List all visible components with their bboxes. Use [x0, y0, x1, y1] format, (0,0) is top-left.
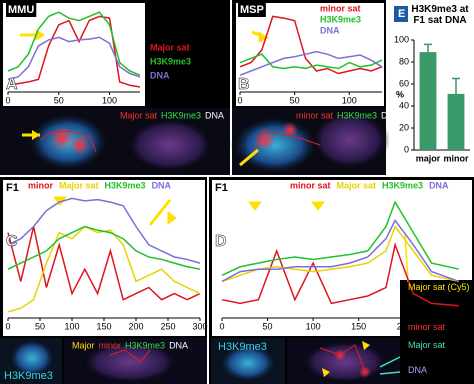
series-line	[7, 15, 141, 88]
panel-tag: F1	[6, 182, 19, 194]
image-label: minor	[99, 340, 122, 350]
image-b	[230, 108, 390, 175]
panel-tag: F1	[215, 182, 228, 194]
x-tick-label: 200	[397, 321, 412, 331]
image-label: DNA	[169, 340, 188, 350]
y-tick-label: 40	[399, 100, 409, 110]
x-tick-label: 100	[342, 95, 357, 105]
image-tag: H3K9me3	[4, 370, 53, 382]
y-tick-label: 60	[399, 78, 409, 88]
panel-label: D	[215, 233, 227, 250]
x-tick-label: 250	[160, 321, 175, 331]
x-tick-label: 100	[306, 321, 321, 331]
series-line	[239, 53, 383, 70]
image-label: H3K9me3	[125, 340, 165, 350]
x-tick-label: 50	[263, 321, 273, 331]
panel-label-bg	[394, 6, 408, 22]
image-d	[211, 338, 401, 384]
series-line	[7, 36, 141, 81]
legend-label: minor sat	[290, 180, 331, 190]
legend-label: DNA	[152, 180, 172, 190]
x-tick-label: 50	[290, 95, 300, 105]
legend-label: Major sat	[150, 42, 190, 52]
image-tag: H3K9me3	[218, 341, 267, 353]
legend-label: H3K9me3	[320, 14, 361, 24]
x-tick-label: 100	[64, 321, 79, 331]
image-label: Major	[72, 340, 95, 350]
series-line	[7, 11, 141, 76]
series-line	[221, 218, 460, 283]
x-tick-label: 50	[35, 321, 45, 331]
series-line	[7, 226, 201, 301]
arrows	[20, 29, 409, 283]
series-line	[221, 200, 460, 276]
x-tick-label: 150	[351, 321, 366, 331]
image-label: DNA	[408, 365, 428, 375]
series-line	[7, 197, 201, 264]
image-label: minor sat	[296, 110, 334, 120]
x-tick-label: 250	[442, 321, 457, 331]
series-line	[221, 242, 459, 307]
panel-tag-bg	[6, 3, 37, 17]
panel-label: E	[398, 8, 405, 20]
panel-tag-bg	[238, 3, 266, 17]
image-label: minor sat	[408, 322, 446, 332]
x-tick-label: 150	[96, 321, 111, 331]
x-tick-label: major	[416, 153, 441, 163]
panel-tag: MSP	[240, 4, 264, 16]
annotation-bg	[400, 280, 474, 384]
legend-label: minor	[28, 180, 53, 190]
y-tick-label: 20	[399, 122, 409, 132]
legend-label: Major sat	[337, 180, 377, 190]
y-tick-label: 80	[399, 56, 409, 66]
legend-label: DNA	[320, 25, 340, 35]
plot-area-a	[3, 3, 145, 106]
panel-tag: MMU	[8, 4, 34, 16]
series-line	[239, 15, 383, 75]
bar	[419, 52, 437, 150]
y-tick-label: 100	[394, 34, 409, 44]
y-tick-label: 0	[404, 144, 409, 154]
panel-label: B	[238, 76, 250, 93]
x-tick-label: 0	[237, 95, 242, 105]
image-label: Major sat	[120, 110, 158, 120]
x-tick-label: 100	[102, 95, 117, 105]
image-label: H3K9me3	[161, 110, 201, 120]
x-tick-label: 0	[219, 321, 224, 331]
legend-label: minor sat	[320, 3, 361, 13]
image-label: DNA	[381, 110, 400, 120]
panel-label: C	[6, 233, 18, 250]
image-label: Major sat	[408, 340, 446, 350]
x-tick-label: 300	[192, 321, 207, 331]
series-line	[7, 225, 201, 270]
image-label: H3K9me3	[337, 110, 377, 120]
error-bar	[424, 43, 432, 61]
plot-area-c	[3, 180, 205, 336]
error-bar	[452, 77, 460, 111]
legend-label: H3K9me3	[382, 180, 423, 190]
image-label: DNA	[205, 110, 224, 120]
x-tick-label: 0	[5, 321, 10, 331]
series-line	[239, 50, 383, 76]
x-tick-label: 200	[128, 321, 143, 331]
x-tick-label: minor	[443, 153, 468, 163]
legend-label: H3K9me3	[150, 56, 191, 66]
x-tick-label: 0	[5, 95, 10, 105]
legend-label: Major sat	[59, 180, 99, 190]
panel-label: A	[6, 76, 18, 93]
chart-title: H3K9me3 at F1 sat DNA	[411, 4, 469, 26]
legend-label: H3K9me3	[105, 180, 146, 190]
x-tick-label: 50	[54, 95, 64, 105]
y-axis-label: %	[396, 89, 404, 99]
image-label: Major sat (Cy5)	[408, 282, 470, 292]
image-c	[0, 338, 207, 384]
legend-label: DNA	[150, 70, 170, 80]
legend-label: DNA	[429, 180, 449, 190]
image-a	[0, 108, 230, 175]
bar	[447, 93, 465, 150]
